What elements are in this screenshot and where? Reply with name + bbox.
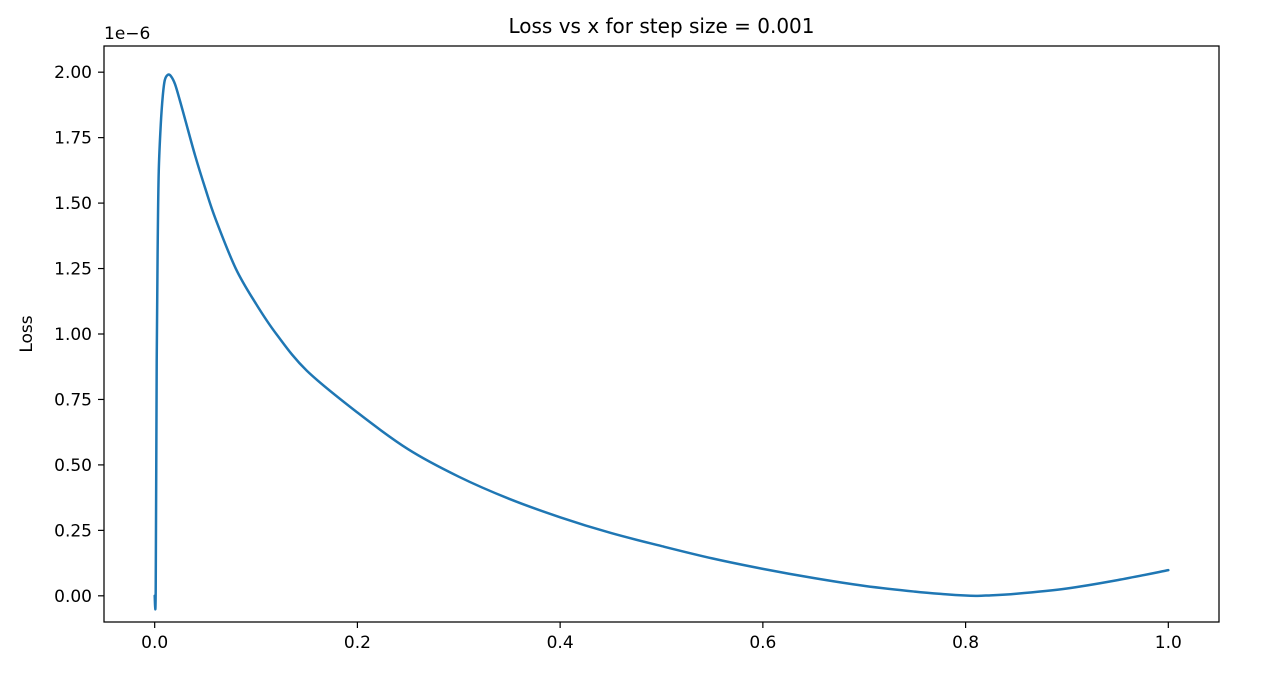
y-axis-offset-text: 1e−6 <box>104 24 150 44</box>
y-tick-label: 1.00 <box>54 325 92 345</box>
x-tick-label: 0.6 <box>749 633 776 653</box>
tick-layer: 0.0 0.2 0.4 0.6 0.8 1.0 0.00 0.25 0.50 0.75 1.00 1.… <box>54 63 1182 653</box>
y-axis-label: Loss <box>17 315 37 352</box>
y-tick-label: 1.50 <box>54 194 92 214</box>
x-tick-label: 0.4 <box>547 633 574 653</box>
x-tick-label: 0.2 <box>344 633 371 653</box>
y-tick-label: 0.25 <box>54 521 92 541</box>
y-tick-label: 2.00 <box>54 63 92 83</box>
y-tick-label: 0.75 <box>54 390 92 410</box>
x-tick-label: 0.8 <box>952 633 979 653</box>
plot-frame <box>103 45 1220 623</box>
y-tick-label: 1.75 <box>54 129 92 149</box>
y-tick-label: 1.25 <box>54 260 92 280</box>
chart-title: Loss vs x for step size = 0.001 <box>508 14 814 38</box>
loss-curve <box>153 73 1170 611</box>
y-tick-label: 0.50 <box>54 456 92 476</box>
y-tick-label: 0.00 <box>54 587 92 607</box>
x-tick-label: 0.0 <box>141 633 168 653</box>
x-tick-label: 1.0 <box>1155 633 1182 653</box>
